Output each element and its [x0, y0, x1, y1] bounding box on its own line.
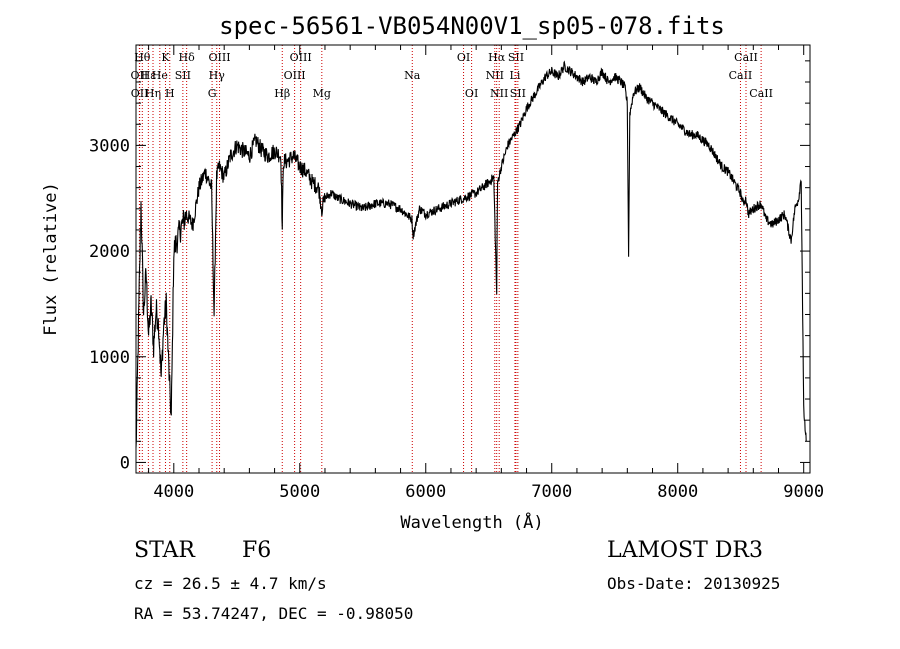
spectral-line-label: OII [131, 87, 149, 100]
spectral-line-label: Na [404, 69, 421, 82]
x-tick-label: 8000 [657, 482, 698, 502]
flux-series-line [135, 60, 807, 448]
x-tick-label: 6000 [405, 482, 446, 502]
observation-date: Obs-Date: 20130925 [607, 574, 781, 593]
spectral-line-label: OI [457, 51, 470, 64]
spectral-line-label: CaII [749, 87, 773, 100]
spectral-line-label: SII [510, 87, 526, 100]
plot-area [135, 60, 807, 448]
spectral-line-label: NII [486, 69, 504, 82]
x-tick-label: 4000 [153, 482, 194, 502]
x-axis-label: Wavelength (Å) [400, 511, 543, 533]
coordinates-ra-dec: RA = 53.74247, DEC = -0.98050 [134, 604, 414, 623]
plot-frame [135, 44, 811, 474]
object-class: STAR [134, 538, 195, 563]
spectral-line-label: OI [465, 87, 478, 100]
spectral-line-label: Hα [488, 51, 506, 64]
object-subclass: F6 [242, 538, 272, 563]
spectral-line-label: SII [508, 51, 524, 64]
y-tick-label: 1000 [89, 348, 130, 368]
y-tick-label: 2000 [89, 242, 130, 262]
spectral-line-label: OIII [290, 51, 312, 64]
spectral-line-label: Hβ [274, 87, 290, 100]
spectral-line-label: Mg [313, 87, 331, 100]
spectral-line-label: Hγ [209, 69, 226, 82]
survey-name: LAMOST DR3 [607, 538, 763, 563]
x-tick-label: 9000 [783, 482, 824, 502]
spectral-line-label: Hε [141, 69, 157, 82]
axes: 4000 5000 6000 7000 8000 9000 0 1000 2000 3000 [89, 45, 824, 502]
spectral-line-label: Hδ [179, 51, 196, 64]
spectral-line-label: He [152, 69, 168, 82]
spectral-line-label: CaII [729, 69, 753, 82]
spectral-line-label: SII [175, 69, 191, 82]
spectral-line-label: CaII [734, 51, 758, 64]
y-axis-label: Flux (relative) [41, 182, 61, 336]
spectral-line-label: OIII [284, 69, 306, 82]
spectral-line-label: Hη [145, 87, 161, 100]
y-tick-label: 3000 [89, 136, 130, 156]
spectral-line-label: G [208, 87, 217, 100]
chart-title: spec-56561-VB054N00V1_sp05-078.fits [219, 12, 725, 40]
redshift-cz: cz = 26.5 ± 4.7 km/s [134, 574, 327, 593]
y-tick-label: 0 [120, 453, 130, 473]
spectral-line-label: NII [490, 87, 508, 100]
spectral-line-label: H [165, 87, 175, 100]
x-tick-label: 5000 [279, 482, 320, 502]
spectral-line-label: Li [510, 69, 521, 82]
spectral-line-markers: HθOIIOIIHεHηHeKHSIIHδGHγOIIIHβOIIIOIIIMg… [131, 45, 773, 473]
spectral-line-label: K [161, 51, 170, 64]
spectral-line-label: OIII [208, 51, 230, 64]
x-tick-label: 7000 [531, 482, 572, 502]
